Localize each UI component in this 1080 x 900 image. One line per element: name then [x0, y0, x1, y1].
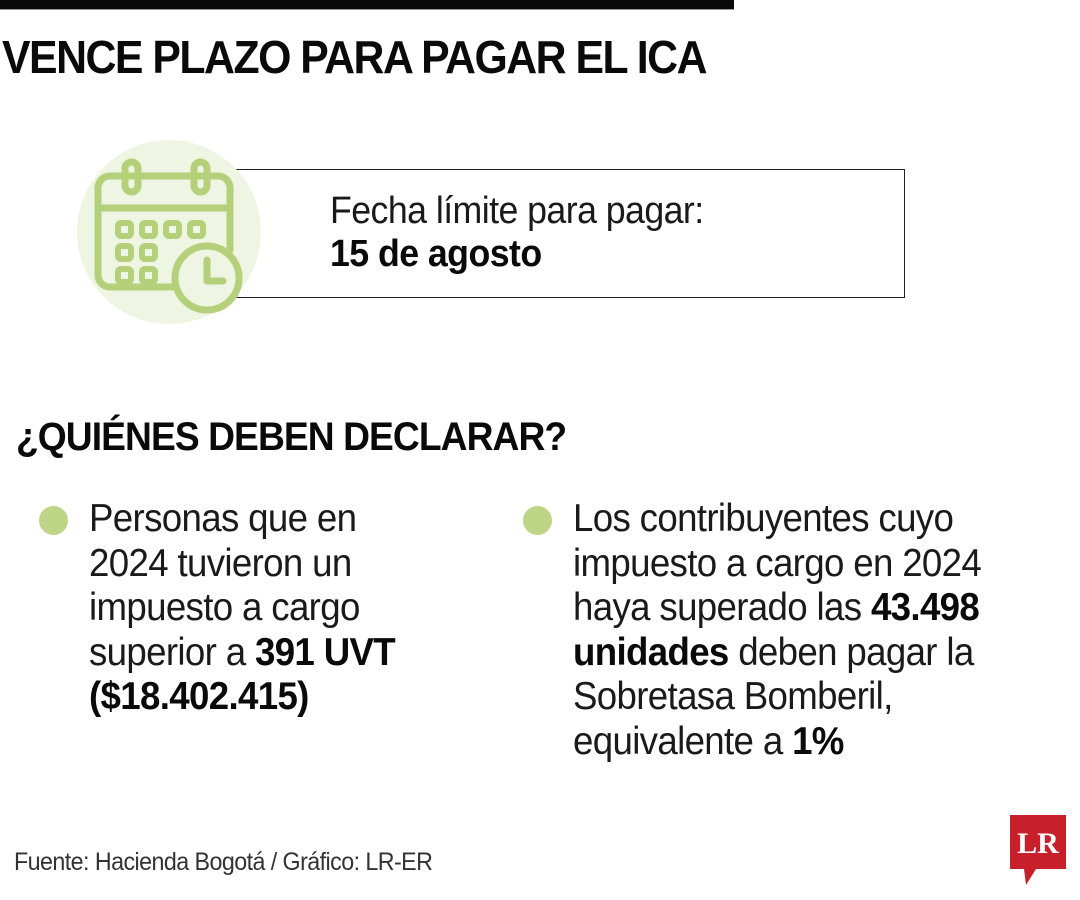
deadline-label: Fecha límite para pagar:	[330, 190, 704, 232]
bullet-line: Personas que en	[89, 497, 357, 540]
bullet-line: haya superado las 43.498	[573, 586, 980, 629]
top-rule	[0, 0, 734, 10]
bullet-line: 2024 tuvieron un	[89, 541, 352, 585]
deadline-box	[232, 169, 905, 298]
bullet-line: impuesto a cargo	[89, 586, 360, 629]
bullet-line: superior a 391 UVT	[89, 630, 396, 674]
bullet-line: ($18.402.415)	[89, 675, 309, 718]
bullet-line: Los contribuyentes cuyo	[573, 497, 954, 540]
deadline-value: 15 de agosto	[330, 233, 542, 275]
section-heading: ¿QUIÉNES DEBEN DECLARAR?	[16, 415, 567, 459]
svg-text:LR: LR	[1017, 827, 1059, 860]
bullet-text: Personas que en 2024 tuvieron un impuesto …	[89, 497, 465, 720]
source-credit: Fuente: Hacienda Bogotá / Gráfico: LR-ER	[14, 848, 433, 876]
bullet-line: Sobretasa Bomberil,	[573, 675, 893, 718]
bullet-line: equivalente a 1%	[573, 719, 844, 763]
bullet-line: unidades deben pagar la	[573, 630, 974, 674]
page-title: VENCE PLAZO PARA PAGAR EL ICA	[2, 31, 707, 83]
lr-logo: LR	[1010, 815, 1066, 885]
calendar-clock-icon	[94, 158, 243, 314]
bullet-text: Los contribuyentes cuyo impuesto a cargo …	[573, 497, 1043, 764]
bullet-line: impuesto a cargo en 2024	[573, 541, 982, 585]
bullet-dot-icon	[523, 506, 552, 535]
bullet-dot-icon	[39, 506, 68, 535]
